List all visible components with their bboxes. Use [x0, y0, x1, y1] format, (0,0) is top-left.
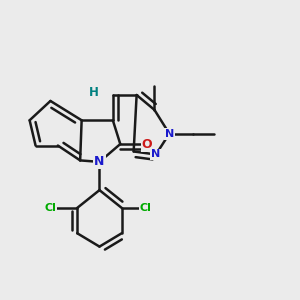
Text: N: N: [151, 149, 160, 160]
Text: N: N: [165, 129, 174, 139]
Text: Cl: Cl: [140, 203, 152, 213]
Text: O: O: [142, 138, 152, 151]
Text: H: H: [88, 85, 98, 98]
Text: Cl: Cl: [44, 203, 56, 213]
Text: N: N: [94, 155, 105, 168]
